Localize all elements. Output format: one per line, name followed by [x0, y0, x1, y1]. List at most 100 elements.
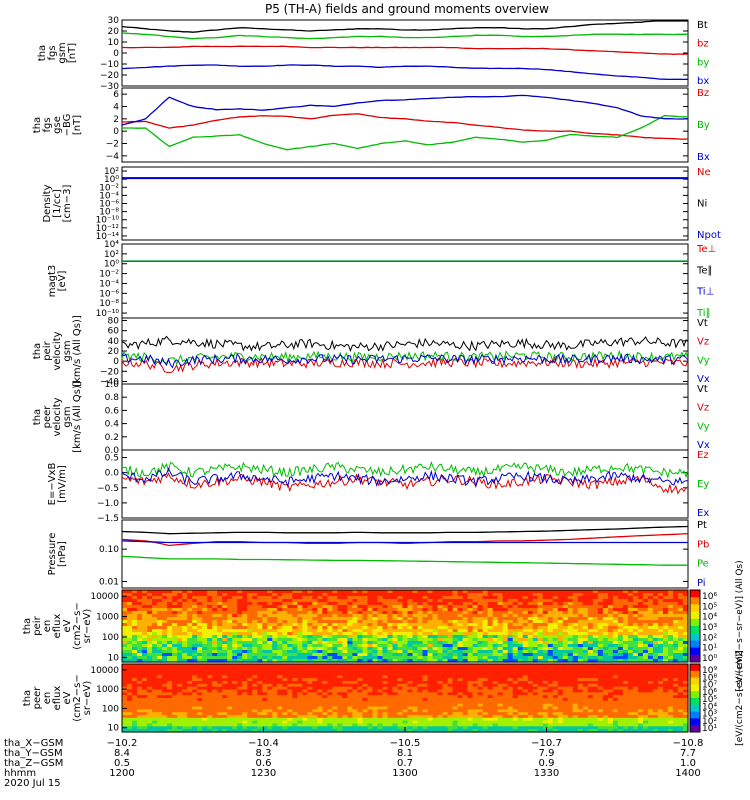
spectrogram-cell	[122, 672, 128, 676]
spectrogram-cell	[422, 626, 429, 630]
spectrogram-cell	[507, 666, 514, 671]
spectrogram-cell	[402, 596, 409, 600]
spectrogram-cell	[337, 703, 343, 708]
spectrogram-cell	[387, 698, 394, 702]
spectrogram-cell	[202, 712, 208, 716]
spectrogram-cell	[247, 656, 253, 660]
spectrogram-cell	[332, 664, 338, 668]
spectrogram-cell	[637, 698, 644, 702]
spectrogram-cell	[592, 678, 599, 682]
spectrogram-cell	[657, 709, 664, 713]
spectrogram-cell	[297, 647, 303, 651]
spectrogram-cell	[227, 641, 233, 645]
y-tick-label: 0.01	[99, 578, 119, 588]
spectrogram-cell	[192, 650, 198, 654]
spectrogram-cell	[152, 647, 158, 651]
spectrogram-cell	[502, 638, 509, 642]
series-Pb-line	[121, 533, 689, 547]
spectrogram-cell	[477, 599, 484, 603]
spectrogram-cell	[312, 698, 318, 702]
spectrogram-cell	[407, 669, 414, 674]
spectrogram-cell	[592, 590, 599, 594]
spectrogram-cell	[597, 644, 604, 648]
spectrogram-cell	[482, 626, 489, 630]
panel-ylabel: [nT]	[72, 115, 83, 135]
spectrogram-cell	[537, 675, 544, 679]
spectrogram-cell	[282, 632, 288, 636]
spectrogram-cell	[317, 706, 323, 710]
spectrogram-cell	[682, 675, 689, 679]
spectrogram-cell	[312, 605, 318, 609]
spectrogram-cell	[127, 632, 133, 636]
spectrogram-cell	[367, 666, 374, 671]
spectrogram-cell	[597, 650, 604, 654]
spectrogram-cell	[282, 686, 288, 691]
spectrogram-cell	[167, 664, 173, 668]
spectrogram-cell	[502, 678, 509, 682]
spectrogram-cell	[157, 669, 163, 674]
spectrogram-cell	[147, 681, 153, 685]
spectrogram-cell	[462, 623, 469, 627]
spectrogram-cell	[467, 611, 474, 615]
spectrogram-cell	[607, 617, 614, 621]
spectrogram-cell	[172, 656, 178, 660]
spectrogram-cell	[192, 620, 198, 624]
spectrogram-cell	[182, 672, 188, 676]
spectrogram-cell	[217, 700, 223, 705]
spectrogram-cell	[347, 659, 354, 663]
spectrogram-cell	[257, 605, 263, 609]
spectrogram-cell	[647, 695, 654, 699]
spectrogram-cell	[222, 599, 228, 603]
spectrogram-cell	[422, 700, 429, 705]
spectrogram-cell	[647, 599, 654, 603]
spectrogram-cell	[587, 672, 594, 676]
spectrogram-cell	[542, 647, 549, 651]
spectrogram-cell	[417, 695, 424, 699]
spectrogram-cell	[237, 689, 243, 693]
spectrogram-cell	[562, 638, 569, 642]
spectrogram-cell	[617, 656, 624, 660]
spectrogram-cell	[577, 608, 584, 612]
spectrogram-cell	[612, 672, 619, 676]
spectrogram-cell	[392, 653, 399, 657]
spectrogram-cell	[197, 698, 203, 702]
spectrogram-cell	[317, 605, 323, 609]
spectrogram-cell	[397, 650, 404, 654]
spectrogram-cell	[252, 626, 258, 630]
spectrogram-cell	[407, 641, 414, 645]
spectrogram-cell	[672, 632, 679, 636]
spectrogram-cell	[492, 695, 499, 699]
spectrogram-cell	[492, 689, 499, 693]
spectrogram-cell	[427, 623, 434, 627]
spectrogram-cell	[167, 614, 173, 618]
spectrogram-cell	[332, 675, 338, 679]
spectrogram-cell	[412, 590, 419, 594]
spectrogram-cell	[382, 656, 389, 660]
spectrogram-cell	[392, 672, 399, 676]
spectrogram-cell	[482, 683, 489, 688]
spectrogram-cell	[502, 669, 509, 674]
spectrogram-cell	[632, 656, 639, 660]
spectrogram-cell	[517, 608, 524, 612]
spectrogram-cell	[397, 641, 404, 645]
spectrogram-cell	[142, 712, 148, 716]
spectrogram-cell	[642, 620, 649, 624]
spectrogram-cell	[447, 712, 454, 716]
spectrogram-cell	[607, 644, 614, 648]
spectrogram-cell	[162, 593, 168, 597]
panel-ylabel: −BG	[62, 114, 73, 137]
spectrogram-cell	[307, 678, 313, 682]
spectrogram-cell	[162, 666, 168, 671]
spectrogram-cell	[567, 614, 574, 618]
spectrogram-cell	[172, 675, 178, 679]
spectrogram-cell	[512, 599, 519, 603]
spectrogram-cell	[142, 626, 148, 630]
spectrogram-cell	[197, 632, 203, 636]
spectrogram-cell	[347, 602, 354, 606]
spectrogram-cell	[147, 608, 153, 612]
spectrogram-cell	[162, 706, 168, 710]
spectrogram-cell	[202, 608, 208, 612]
spectrogram-cell	[622, 641, 629, 645]
spectrogram-cell	[577, 698, 584, 702]
spectrogram-cell	[312, 596, 318, 600]
